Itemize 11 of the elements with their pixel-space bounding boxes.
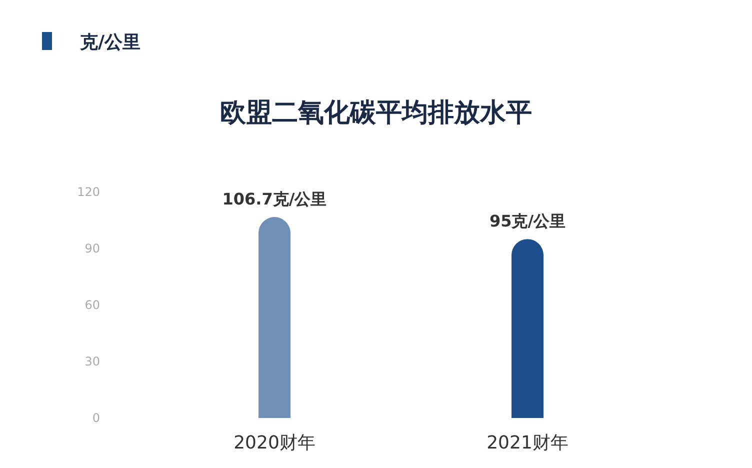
x-tick-label: 2021财年 bbox=[486, 432, 568, 454]
y-tick-label: 0 bbox=[92, 411, 100, 425]
data-label: 106.7克/公里 bbox=[222, 190, 327, 209]
x-tick-label: 2020财年 bbox=[234, 432, 316, 454]
data-label: 95克/公里 bbox=[489, 212, 566, 231]
chart-title: 欧盟二氧化碳平均排放水平 bbox=[220, 98, 532, 128]
y-tick-label: 120 bbox=[77, 185, 100, 199]
y-tick-label: 30 bbox=[84, 354, 100, 368]
text: 克/公里 bbox=[80, 32, 141, 53]
y-tick-label: 90 bbox=[84, 242, 100, 256]
y-tick-label: 60 bbox=[84, 298, 100, 312]
